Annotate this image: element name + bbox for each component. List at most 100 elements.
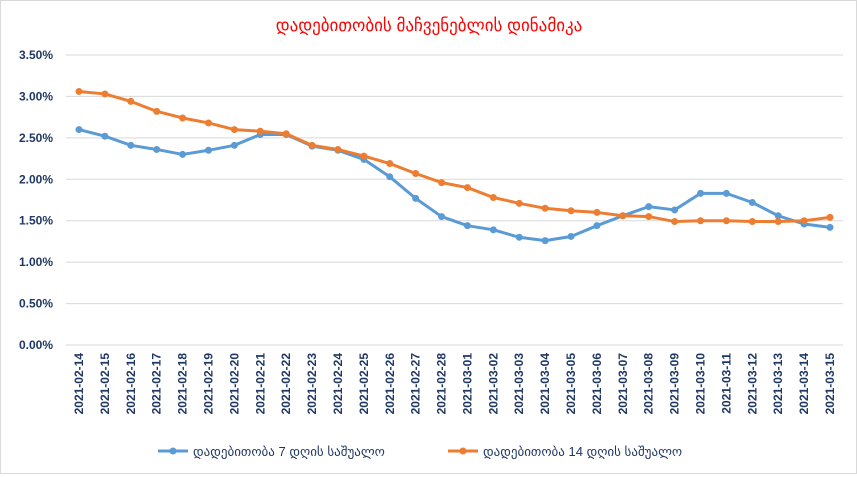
data-point: [127, 141, 135, 149]
x-tick-label: 2021-02-24: [331, 353, 345, 415]
data-point: [360, 152, 368, 160]
data-point: [748, 198, 756, 206]
data-point: [438, 179, 446, 187]
gridlines: [66, 54, 843, 346]
data-point: [204, 119, 212, 127]
y-tick-label: 2.50%: [19, 131, 53, 145]
data-point: [697, 189, 705, 197]
data-point: [463, 184, 471, 192]
data-point: [645, 213, 653, 221]
data-point: [153, 145, 161, 153]
legend-label: დადებითობა 7 დღის საშუალო: [193, 444, 385, 459]
series-line: [78, 89, 831, 224]
data-point: [282, 130, 290, 138]
x-tick-label: 2021-02-17: [150, 353, 164, 415]
y-tick-label: 3.00%: [19, 89, 53, 103]
data-point: [101, 132, 109, 140]
data-point: [386, 160, 394, 168]
x-tick-label: 2021-02-14: [72, 353, 86, 415]
data-point: [645, 203, 653, 211]
series-2: [75, 87, 834, 226]
data-point: [75, 87, 83, 95]
data-point: [567, 232, 575, 240]
data-point: [567, 207, 575, 215]
x-tick-label: 2021-02-20: [227, 353, 241, 415]
series-group: [75, 87, 834, 245]
data-point: [671, 218, 679, 226]
data-point: [826, 223, 834, 231]
data-point: [256, 127, 264, 135]
y-tick-label: 0.50%: [19, 297, 53, 311]
data-point: [179, 150, 187, 158]
data-point: [489, 194, 497, 202]
data-point: [722, 189, 730, 197]
x-tick-label: 2021-03-09: [668, 353, 682, 415]
y-tick-label: 1.00%: [19, 255, 53, 269]
data-point: [438, 213, 446, 221]
data-point: [619, 212, 627, 220]
x-tick-label: 2021-03-08: [642, 353, 656, 415]
x-tick-label: 2021-02-15: [98, 353, 112, 415]
x-tick-label: 2021-03-04: [538, 353, 552, 415]
y-tick-label: 3.50%: [19, 48, 53, 62]
x-tick-label: 2021-02-26: [383, 353, 397, 415]
data-point: [153, 107, 161, 115]
y-tick-label: 2.00%: [19, 172, 53, 186]
x-tick-label: 2021-03-01: [460, 353, 474, 415]
x-tick-label: 2021-02-16: [124, 353, 138, 415]
data-point: [541, 237, 549, 245]
x-tick-label: 2021-03-02: [486, 353, 500, 415]
data-point: [800, 217, 808, 225]
data-point: [515, 233, 523, 241]
y-axis: 0.00% 0.50% 1.00% 1.50% 2.00% 2.50% 3.00% 3.50%: [19, 48, 53, 352]
x-tick-label: 2021-02-28: [435, 353, 449, 415]
y-tick-label: 1.50%: [19, 214, 53, 228]
data-point: [541, 204, 549, 212]
x-axis: 2021-02-14 2021-02-15 2021-02-16 2021-02-17…: [72, 353, 837, 415]
x-tick-label: 2021-02-23: [305, 353, 319, 415]
x-tick-label: 2021-03-03: [512, 353, 526, 415]
x-tick-label: 2021-03-10: [694, 353, 708, 415]
data-point: [412, 194, 420, 202]
x-tick-label: 2021-03-15: [823, 353, 837, 415]
data-point: [722, 217, 730, 225]
x-tick-label: 2021-03-11: [719, 353, 733, 414]
legend-marker-icon: [459, 447, 467, 455]
data-point: [515, 199, 523, 207]
legend-marker-icon: [169, 447, 177, 455]
data-point: [826, 213, 834, 221]
data-point: [593, 208, 601, 216]
data-point: [412, 169, 420, 177]
data-point: [593, 222, 601, 230]
data-point: [748, 218, 756, 226]
x-tick-label: 2021-03-14: [797, 353, 811, 415]
legend-item-1: დადებითობა 7 დღის საშუალო: [158, 444, 385, 459]
x-tick-label: 2021-02-22: [279, 353, 293, 415]
legend-label: დადებითობა 14 დღის საშუალო: [483, 444, 682, 459]
legend-item-2: დადებითობა 14 დღის საშუალო: [448, 444, 682, 459]
x-tick-label: 2021-02-19: [201, 353, 215, 415]
legend: დადებითობა 7 დღის საშუალო დადებითობა 14 დ…: [158, 444, 682, 459]
series-line: [78, 128, 831, 243]
data-point: [334, 145, 342, 153]
data-point: [230, 126, 238, 134]
x-tick-label: 2021-02-25: [357, 353, 371, 415]
data-point: [774, 218, 782, 226]
data-point: [75, 126, 83, 134]
x-tick-label: 2021-03-05: [564, 353, 578, 415]
data-point: [671, 206, 679, 214]
data-point: [774, 212, 782, 220]
x-tick-label: 2021-03-12: [745, 353, 759, 415]
data-point: [101, 90, 109, 98]
x-tick-label: 2021-02-18: [176, 353, 190, 415]
x-tick-label: 2021-03-13: [771, 353, 785, 415]
chart-title: დადებითობის მაჩვენებლის დინამიკა: [276, 16, 583, 35]
data-point: [308, 141, 316, 149]
data-point: [489, 226, 497, 234]
data-point: [463, 222, 471, 230]
x-tick-label: 2021-03-06: [590, 353, 604, 415]
data-point: [386, 173, 394, 181]
x-tick-label: 2021-02-21: [253, 353, 267, 415]
